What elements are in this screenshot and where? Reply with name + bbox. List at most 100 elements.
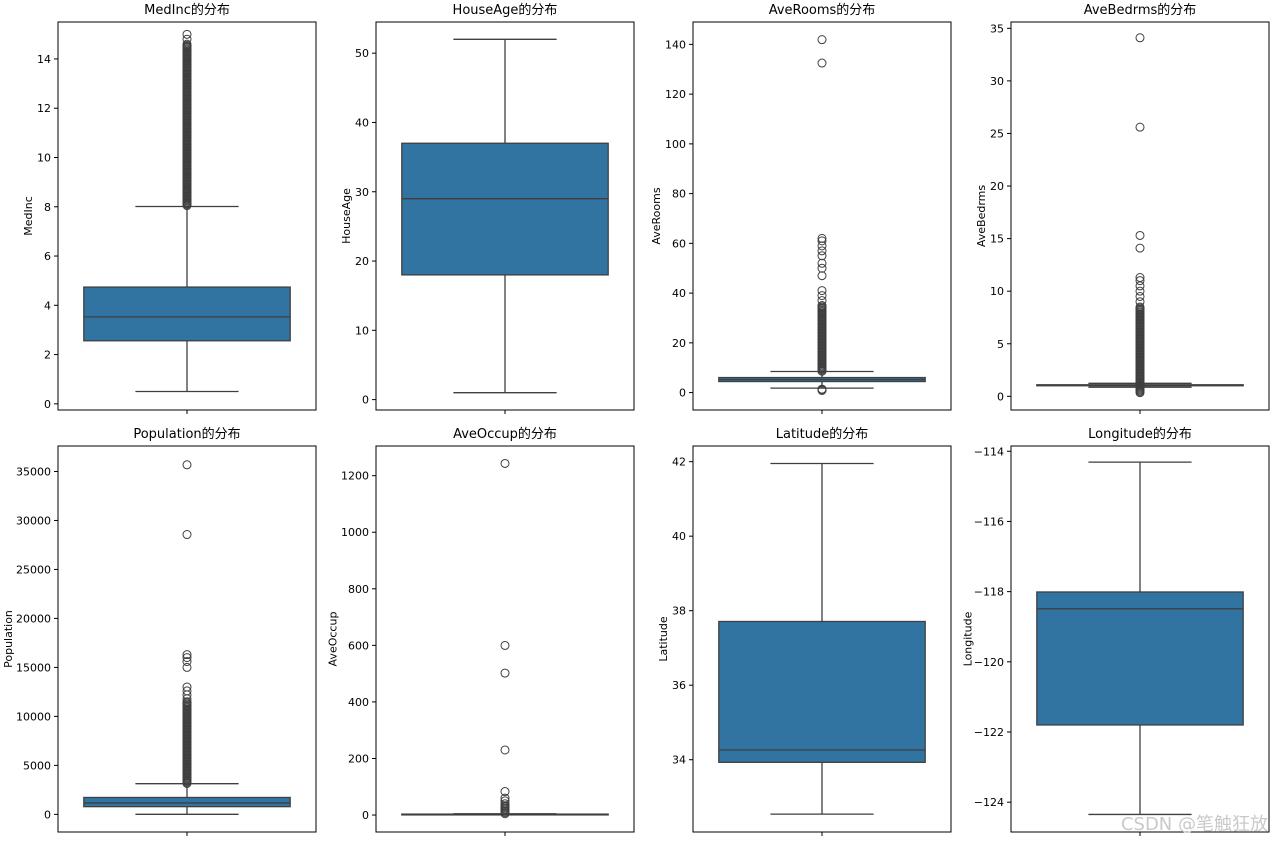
y-tick-label: 25000 xyxy=(16,563,51,576)
axes-frame xyxy=(1010,21,1270,411)
watermark: CSDN @笔触狂放 xyxy=(1121,814,1268,835)
outlier-point xyxy=(182,49,192,59)
subplot-6: AveOccup的分布 0 200 400 600 800 1000 1200 AveOccup xyxy=(327,426,635,836)
subplot-7: Latitude的分布 34 36 38 40 42 Latitude xyxy=(657,426,952,836)
outlier-point xyxy=(182,29,192,39)
outlier-point xyxy=(500,799,510,809)
outlier-point xyxy=(500,458,510,468)
outlier-point xyxy=(182,91,192,101)
subplot-title: MedInc的分布 xyxy=(144,2,230,18)
outlier-point xyxy=(182,697,192,707)
y-tick-label: 50 xyxy=(355,47,369,60)
outlier-point xyxy=(1135,302,1145,312)
outlier-point xyxy=(1135,276,1145,286)
y-tick-label: 35 xyxy=(990,22,1004,35)
y-axis-label: MedInc xyxy=(22,196,35,236)
y-tick-label: 40 xyxy=(355,116,369,129)
outlier-point xyxy=(500,796,510,806)
y-tick-label: −120 xyxy=(974,656,1004,669)
outlier-point xyxy=(500,668,510,678)
outlier-point xyxy=(182,66,192,76)
y-tick-label: 10 xyxy=(990,285,1004,298)
outlier-point xyxy=(500,640,510,650)
subplot-title: AveRooms的分布 xyxy=(769,2,876,18)
outlier-point xyxy=(182,59,192,69)
axes-frame xyxy=(375,445,635,833)
subplot-3: AveRooms的分布 0 20 40 60 80 100 120 140 AveRooms xyxy=(650,2,952,414)
outlier-point xyxy=(182,650,192,660)
y-tick-label: 15000 xyxy=(16,661,51,674)
y-tick-label: −116 xyxy=(974,515,1004,528)
y-tick-label: 40 xyxy=(672,287,686,300)
outlier-point xyxy=(817,384,827,394)
outlier-point xyxy=(500,793,510,803)
outlier-point xyxy=(1135,291,1145,301)
outlier-point xyxy=(817,286,827,296)
outlier-point xyxy=(182,116,192,126)
y-tick-label: 0 xyxy=(362,394,369,407)
outlier-point xyxy=(182,165,192,175)
y-tick-label: 40 xyxy=(672,530,686,543)
y-tick-label: 100 xyxy=(665,138,686,151)
y-tick-label: 0 xyxy=(44,398,51,411)
y-tick-label: 14 xyxy=(37,53,51,66)
outlier-point xyxy=(182,152,192,162)
y-tick-label: −124 xyxy=(974,796,1004,809)
axes-frame xyxy=(1010,445,1270,833)
y-tick-label: 38 xyxy=(672,605,686,618)
axes-frame xyxy=(57,445,317,833)
y-axis-label: AveOccup xyxy=(327,612,340,667)
outlier-point xyxy=(1135,297,1145,307)
outlier-point xyxy=(182,34,192,44)
outlier-point xyxy=(1135,286,1145,296)
y-tick-label: 0 xyxy=(679,387,686,400)
outlier-point xyxy=(817,296,827,306)
outlier-point xyxy=(817,35,827,45)
y-tick-label: 2 xyxy=(44,349,51,362)
y-axis-label: Longitude xyxy=(962,611,975,666)
y-tick-label: 20 xyxy=(990,180,1004,193)
y-axis-label: AveBedrms xyxy=(975,185,988,247)
subplot-4: AveBedrms的分布 0 5 10 15 20 25 30 35 AveBedrms xyxy=(975,2,1270,414)
y-tick-label: 20 xyxy=(672,337,686,350)
y-tick-label: 1000 xyxy=(341,526,369,539)
outlier-point xyxy=(1135,230,1145,240)
outlier-point xyxy=(182,530,192,540)
outlier-point xyxy=(817,271,827,281)
y-tick-label: 5000 xyxy=(23,759,51,772)
box xyxy=(1036,591,1244,726)
outlier-point xyxy=(182,686,192,696)
outlier-point xyxy=(1135,273,1145,283)
outlier-point xyxy=(182,140,192,150)
subplot-title: AveOccup的分布 xyxy=(453,426,557,442)
y-tick-label: 1200 xyxy=(341,470,369,483)
y-tick-label: 8 xyxy=(44,201,51,214)
y-tick-label: 36 xyxy=(672,679,686,692)
outlier-point xyxy=(500,787,510,797)
outlier-point xyxy=(817,58,827,68)
subplot-title: HouseAge的分布 xyxy=(453,2,558,18)
axes-frame xyxy=(692,21,952,411)
y-tick-label: 25 xyxy=(990,127,1004,140)
y-tick-label: 15 xyxy=(990,233,1004,246)
y-tick-label: 20 xyxy=(355,255,369,268)
y-tick-label: 10 xyxy=(37,151,51,164)
y-tick-label: 200 xyxy=(348,752,369,765)
y-tick-label: 34 xyxy=(672,754,686,767)
outlier-point xyxy=(182,194,192,204)
outlier-point xyxy=(1135,243,1145,253)
outlier-point xyxy=(817,301,827,311)
axes-frame xyxy=(692,445,952,833)
outlier-point xyxy=(817,251,827,261)
outlier-point xyxy=(182,657,192,667)
y-tick-label: −118 xyxy=(974,586,1004,599)
y-tick-label: 60 xyxy=(672,237,686,250)
y-tick-label: 0 xyxy=(997,390,1004,403)
y-tick-label: 140 xyxy=(665,38,686,51)
y-axis-label: Latitude xyxy=(657,616,670,662)
box xyxy=(718,620,926,763)
y-tick-label: 0 xyxy=(44,808,51,821)
y-tick-label: −114 xyxy=(974,445,1004,458)
outlier-point xyxy=(182,42,192,52)
